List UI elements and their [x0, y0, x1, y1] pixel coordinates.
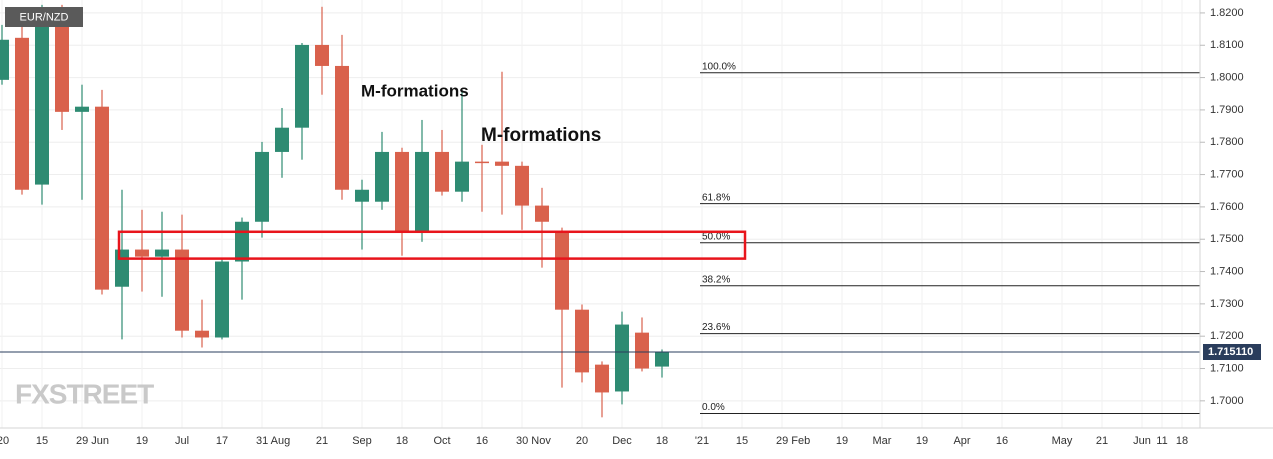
y-tick-label: 1.7300	[1210, 298, 1244, 310]
candle-body	[195, 330, 209, 338]
candle-body	[15, 37, 29, 190]
y-tick-label: 1.7200	[1210, 330, 1244, 342]
x-tick-label: Oct	[433, 435, 450, 447]
y-tick-label: 1.7700	[1210, 168, 1244, 180]
y-tick-label: 1.7400	[1210, 265, 1244, 277]
candle-body	[335, 65, 349, 190]
x-tick-label: 15	[736, 435, 748, 447]
x-tick-label: 18	[1176, 435, 1188, 447]
x-tick-label: Apr	[953, 435, 970, 447]
candle-body	[235, 221, 249, 262]
x-tick-label: Jul	[175, 435, 189, 447]
candle-body	[275, 127, 289, 152]
candle-body	[255, 151, 269, 222]
candle-body	[495, 161, 509, 166]
candle-body	[75, 106, 89, 112]
x-tick-label: May	[1052, 435, 1073, 447]
x-tick-label: 16	[476, 435, 488, 447]
fib-label: 50.0%	[702, 231, 730, 242]
candle-body	[375, 151, 389, 202]
x-tick-label: 11	[1156, 435, 1167, 447]
x-tick-label: 15	[36, 435, 48, 447]
candle-body	[135, 249, 149, 257]
x-tick-label: '21	[695, 435, 709, 447]
candle-body	[615, 324, 629, 392]
candle-body	[595, 364, 609, 393]
candle-body	[655, 351, 669, 367]
y-tick-label: 1.7100	[1210, 362, 1244, 374]
x-tick-label: Dec	[612, 435, 632, 447]
x-tick-label: 19	[136, 435, 148, 447]
y-tick-label: 1.8000	[1210, 71, 1244, 83]
x-tick-label: Sep	[352, 435, 372, 447]
x-tick-label: Mar	[873, 435, 892, 447]
fib-label: 61.8%	[702, 192, 730, 203]
candle-body	[115, 249, 129, 287]
candle-body	[155, 249, 169, 257]
highlight-box	[117, 230, 747, 260]
candle-body	[295, 44, 309, 128]
fib-label: 38.2%	[702, 274, 730, 285]
x-tick-label: 17	[216, 435, 228, 447]
candle-body	[555, 231, 569, 310]
candle-body	[475, 161, 489, 164]
annotation: M-formations	[361, 81, 469, 100]
candle-body	[515, 165, 529, 206]
x-tick-label: 29 Feb	[776, 435, 810, 447]
candle-body	[55, 10, 69, 112]
logo: FXSTREET	[15, 378, 154, 409]
x-tick-label: 21	[1096, 435, 1108, 447]
candle-body	[0, 39, 9, 80]
x-tick-label: Jun	[1133, 435, 1151, 447]
y-tick-label: 1.8200	[1210, 7, 1244, 19]
candle-body	[35, 10, 49, 185]
symbol-box	[5, 7, 83, 27]
candle-body	[315, 44, 329, 66]
candle-body	[535, 205, 549, 222]
y-tick-label: 1.7900	[1210, 104, 1244, 116]
symbol: EUR/NZD	[20, 11, 69, 23]
x-tick-label: 20	[576, 435, 588, 447]
x-tick-label: 18	[396, 435, 408, 447]
grid	[0, 0, 1200, 428]
plot: 100.0% 61.8% 50.0% 38.2% 23.6% 0.0%	[0, 4, 1200, 418]
x-tick-label: 29 Jun	[76, 435, 109, 447]
x-tick-label: 19	[836, 435, 848, 447]
y-tick-label: 1.7500	[1210, 233, 1244, 245]
y-tick-label: 1.8100	[1210, 39, 1244, 51]
fib-label: 100.0%	[702, 61, 736, 72]
candle-body	[395, 151, 409, 232]
fib-label: 0.0%	[702, 402, 725, 413]
x-tick-label: 30 Nov	[516, 435, 551, 447]
candle-body	[215, 261, 229, 338]
fib-label: 23.6%	[702, 322, 730, 333]
candle-body	[415, 151, 429, 232]
candle-body	[435, 151, 449, 192]
x-tick-label: 19	[916, 435, 928, 447]
y-tick-label: 1.7600	[1210, 201, 1244, 213]
candle-body	[95, 106, 109, 290]
x-tick-label: '20	[0, 435, 9, 447]
y-tick-label: 1.7800	[1210, 136, 1244, 148]
x-tick-label: 21	[316, 435, 328, 447]
candle-body	[355, 189, 369, 202]
candle-body	[455, 161, 469, 192]
y-tick-label: 1.7000	[1210, 395, 1244, 407]
x-tick-label: 16	[996, 435, 1008, 447]
last-price-label: 1.715110	[1208, 346, 1253, 358]
x-tick-label: 31 Aug	[256, 435, 290, 447]
last-price-box	[1203, 344, 1261, 361]
candle-body	[575, 309, 589, 373]
annotation: M-formations	[481, 125, 601, 146]
candle-body	[635, 332, 649, 369]
candle-body	[175, 249, 189, 331]
x-tick-label: 18	[656, 435, 668, 447]
